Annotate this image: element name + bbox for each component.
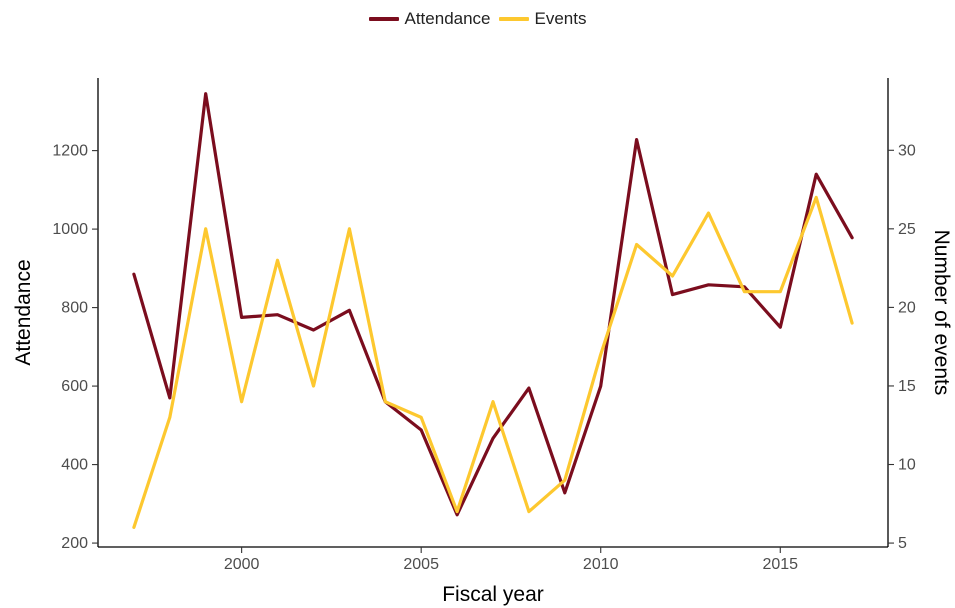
x-tick-label: 2015: [762, 556, 798, 573]
legend-label-attendance: Attendance: [404, 9, 491, 28]
y-right-tick-label: 15: [898, 378, 916, 395]
series-line-attendance: [132, 92, 854, 517]
y-right-tick-label: 5: [898, 535, 907, 552]
x-tick-label: 2005: [403, 556, 439, 573]
y-right-tick-label: 20: [898, 299, 916, 316]
legend-item-events: Events: [498, 9, 587, 29]
x-tick-label: 2010: [583, 556, 619, 573]
legend-label-events: Events: [534, 9, 587, 28]
y-left-tick-label: 1200: [52, 143, 88, 160]
y-left-tick-label: 200: [61, 535, 88, 552]
legend-item-attendance: Attendance: [368, 9, 491, 29]
y-left-tick-label: 1000: [52, 221, 88, 238]
legend-swatch-attendance: [368, 17, 399, 21]
legend-swatch-events: [498, 17, 529, 21]
y-axis-right-title: Number of events: [930, 230, 953, 396]
y-axis-left-title: Attendance: [12, 259, 35, 365]
x-axis-title: Fiscal year: [442, 583, 544, 606]
y-right-tick-label: 25: [898, 221, 916, 238]
y-right-tick-label: 30: [898, 142, 916, 159]
y-left-tick-label: 800: [61, 300, 88, 317]
y-left-tick-label: 400: [61, 457, 88, 474]
x-tick-label: 2000: [224, 556, 260, 573]
series-line-events: [132, 195, 854, 530]
y-left-tick-label: 600: [61, 378, 88, 395]
chart-legend: Attendance Events: [0, 9, 955, 29]
y-right-tick-label: 10: [898, 457, 916, 474]
